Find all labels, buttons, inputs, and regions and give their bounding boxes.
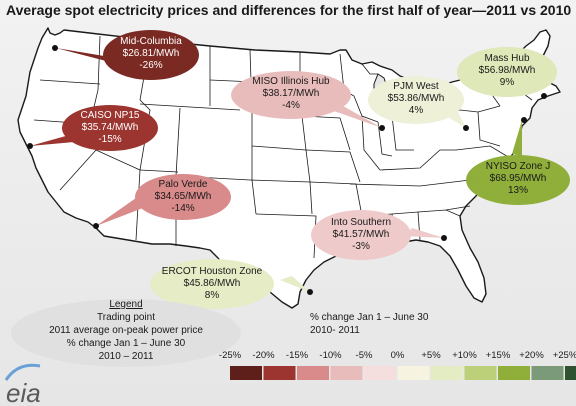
scale-label: +20% <box>519 350 544 361</box>
pointer-nyiso-zone-j <box>512 120 522 156</box>
scale-label: -10% <box>319 350 342 361</box>
scale-swatch <box>565 366 576 380</box>
dot-mid-columbia <box>52 45 58 51</box>
dot-mass-hub <box>541 93 547 99</box>
mid-columbia-change: -26% <box>139 60 162 71</box>
into-southern-change: -3% <box>352 241 370 252</box>
scale-swatch <box>263 366 296 380</box>
legend-line-4: 2010 – 2011 <box>99 351 154 362</box>
scale-label: -20% <box>252 350 275 361</box>
scale-swatch <box>531 366 564 380</box>
caiso-np15-change: -15% <box>98 134 121 145</box>
scale-label: +5% <box>421 350 441 361</box>
mid-columbia-name: Mid-Columbia <box>120 36 182 47</box>
ercot-houston-change: 8% <box>205 290 220 301</box>
pointer-palo-verde <box>96 198 148 226</box>
dot-miso-illinois <box>379 125 385 131</box>
scale-label: +25% <box>553 350 576 361</box>
map-title: Average spot electricity prices and diff… <box>6 2 572 18</box>
palo-verde-price: $34.65/MWh <box>155 191 212 202</box>
into-southern-price: $41.57/MWh <box>333 229 390 240</box>
caiso-np15-price: $35.74/MWh <box>82 122 139 133</box>
scale-swatch <box>330 366 363 380</box>
scale-label: +15% <box>486 350 511 361</box>
legend-line-2: 2011 average on-peak power price <box>49 325 203 336</box>
dot-pjm-west <box>463 125 469 131</box>
scale-swatch <box>397 366 430 380</box>
legend-line-1: Trading point <box>97 312 155 323</box>
eia-logo-swoosh <box>4 363 41 381</box>
nyiso-zone-j-price: $68.95/MWh <box>490 173 547 184</box>
scale-label: +10% <box>452 350 477 361</box>
scale-swatch <box>431 366 463 380</box>
into-southern-name: Into Southern <box>331 217 391 228</box>
pointer-ercot-houston <box>280 276 310 292</box>
ercot-houston-name: ERCOT Houston Zone <box>162 266 263 277</box>
bubble-palo-verde: Palo Verde $34.65/MWh -14% <box>135 174 231 220</box>
palo-verde-name: Palo Verde <box>159 179 208 190</box>
bubble-nyiso-zone-j: NYISO Zone J $68.95/MWh 13% <box>466 155 570 205</box>
mass-hub-change: 9% <box>500 77 515 88</box>
mid-columbia-price: $26.81/MWh <box>123 48 180 59</box>
eia-logo-text: eia <box>6 378 41 406</box>
scale-swatch <box>364 366 396 380</box>
pjm-west-price: $53.86/MWh <box>388 93 445 104</box>
scale-swatch <box>230 366 262 380</box>
scale-label: -5% <box>356 350 373 361</box>
dot-ercot-houston <box>307 289 313 295</box>
dot-nyiso-zone-j <box>521 117 527 123</box>
footnote-line-2: 2010- 2011 <box>310 325 360 336</box>
bubble-ercot-houston: ERCOT Houston Zone $45.86/MWh 8% <box>150 259 274 309</box>
pointer-into-southern <box>404 228 444 238</box>
bubble-pjm-west: PJM West $53.86/MWh 4% <box>368 76 464 124</box>
pjm-west-change: 4% <box>409 105 424 116</box>
caiso-np15-name: CAISO NP15 <box>81 110 140 121</box>
color-scale: -25% -20% -15% -10% -5% 0% +5% +10% +15% +20% +25% <box>219 350 576 380</box>
footnote-line-1: % change Jan 1 – June 30 <box>310 312 429 323</box>
miso-illinois-change: -4% <box>282 100 300 111</box>
eia-logo: eia <box>4 363 41 406</box>
scale-label: -15% <box>286 350 309 361</box>
pjm-west-name: PJM West <box>393 81 439 92</box>
scale-swatch <box>464 366 497 380</box>
scale-label: 0% <box>391 350 405 361</box>
bubble-mass-hub: Mass Hub $56.98/MWh 9% <box>457 47 557 97</box>
bubble-into-southern: Into Southern $41.57/MWh -3% <box>311 210 411 260</box>
ercot-houston-price: $45.86/MWh <box>184 278 241 289</box>
mass-hub-price: $56.98/MWh <box>479 65 536 76</box>
scale-swatch <box>297 366 329 380</box>
scale-label: -25% <box>219 350 242 361</box>
legend-bubble <box>11 299 241 367</box>
legend-line-3: % change Jan 1 – June 30 <box>67 338 186 349</box>
dot-into-southern <box>441 235 447 241</box>
miso-illinois-name: MISO Illinois Hub <box>252 76 330 87</box>
scale-swatch <box>498 366 530 380</box>
legend: Legend Trading point 2011 average on-pea… <box>11 299 241 367</box>
dot-palo-verde <box>93 223 99 229</box>
mass-hub-name: Mass Hub <box>484 53 529 64</box>
bubble-mid-columbia: Mid-Columbia $26.81/MWh -26% <box>103 30 199 80</box>
dot-caiso-np15 <box>27 143 33 149</box>
miso-illinois-price: $38.17/MWh <box>263 88 320 99</box>
palo-verde-change: -14% <box>171 203 194 214</box>
trading-point-dots <box>27 45 547 295</box>
nyiso-zone-j-name: NYISO Zone J <box>486 161 550 172</box>
legend-title: Legend <box>109 299 142 310</box>
bubble-miso-illinois: MISO Illinois Hub $38.17/MWh -4% <box>231 71 351 119</box>
nyiso-zone-j-change: 13% <box>508 185 528 196</box>
bubble-caiso-np15: CAISO NP15 $35.74/MWh -15% <box>62 105 158 151</box>
